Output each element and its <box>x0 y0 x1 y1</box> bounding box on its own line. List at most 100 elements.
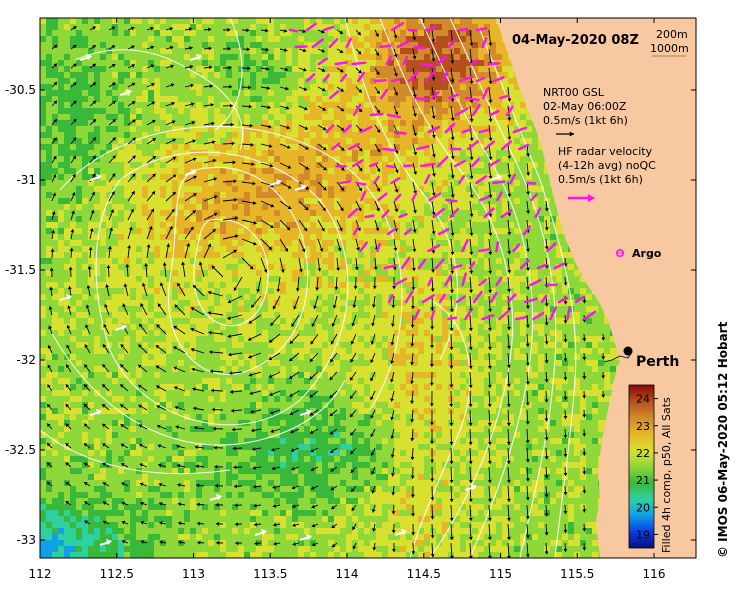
sst-cell <box>232 30 239 37</box>
sst-cell <box>112 288 119 295</box>
sst-cell <box>268 210 275 217</box>
sst-cell <box>376 198 383 205</box>
sst-cell <box>70 348 77 355</box>
sst-cell <box>136 150 143 157</box>
sst-cell <box>526 144 533 151</box>
sst-cell <box>274 162 281 169</box>
sst-cell <box>460 66 467 73</box>
sst-cell <box>460 48 467 55</box>
sst-cell <box>292 210 299 217</box>
sst-cell <box>322 138 329 145</box>
sst-cell <box>442 126 449 133</box>
sst-cell <box>430 294 437 301</box>
sst-cell <box>130 72 137 79</box>
sst-cell <box>292 36 299 43</box>
sst-cell <box>202 162 209 169</box>
sst-cell <box>220 192 227 199</box>
sst-cell <box>292 228 299 235</box>
sst-cell <box>160 36 167 43</box>
sst-cell <box>370 156 377 163</box>
sst-cell <box>592 348 599 355</box>
sst-cell <box>112 114 119 121</box>
sst-cell <box>502 336 509 343</box>
sst-cell <box>82 240 89 247</box>
sst-cell <box>214 180 221 187</box>
sst-cell <box>208 30 215 37</box>
sst-cell <box>214 108 221 115</box>
sst-cell <box>538 354 545 361</box>
sst-cell <box>190 222 197 229</box>
sst-cell <box>370 228 377 235</box>
sst-cell <box>364 258 371 265</box>
sst-cell <box>142 252 149 259</box>
sst-cell <box>592 330 599 337</box>
sst-cell <box>328 222 335 229</box>
sst-cell <box>196 330 203 337</box>
sst-cell <box>256 336 263 343</box>
sst-cell <box>400 180 407 187</box>
sst-cell <box>94 90 101 97</box>
sst-cell <box>232 336 239 343</box>
sst-cell <box>316 150 323 157</box>
sst-cell <box>424 318 431 325</box>
sst-cell <box>124 102 131 109</box>
sst-cell <box>310 360 317 367</box>
sst-cell <box>154 120 161 127</box>
sst-cell <box>550 342 557 349</box>
sst-cell <box>586 354 593 361</box>
sst-cell <box>436 324 443 331</box>
sst-cell <box>178 48 185 55</box>
sst-cell <box>88 78 95 85</box>
sst-cell <box>250 192 257 199</box>
sst-cell <box>364 192 371 199</box>
sst-cell <box>316 354 323 361</box>
sst-cell <box>310 348 317 355</box>
sst-cell <box>532 162 539 169</box>
sst-cell <box>466 234 473 241</box>
sst-cell <box>244 240 251 247</box>
sst-cell <box>214 24 221 31</box>
sst-cell <box>508 210 515 217</box>
sst-cell <box>172 312 179 319</box>
sst-cell <box>604 330 611 337</box>
sst-cell <box>268 24 275 31</box>
sst-cell <box>178 84 185 91</box>
sst-cell <box>466 300 473 307</box>
sst-cell <box>88 96 95 103</box>
sst-cell <box>346 24 353 31</box>
sst-cell <box>322 36 329 43</box>
sst-cell <box>340 30 347 37</box>
sst-cell <box>382 150 389 157</box>
sst-cell <box>262 138 269 145</box>
sst-cell <box>520 342 527 349</box>
sst-cell <box>430 150 437 157</box>
sst-cell <box>424 36 431 43</box>
sst-cell <box>316 162 323 169</box>
sst-cell <box>436 222 443 229</box>
sst-cell <box>328 36 335 43</box>
sst-cell <box>334 186 341 193</box>
sst-cell <box>292 150 299 157</box>
sst-cell <box>292 90 299 97</box>
sst-cell <box>82 210 89 217</box>
sst-cell <box>298 300 305 307</box>
sst-cell <box>502 246 509 253</box>
sst-cell <box>136 252 143 259</box>
sst-cell <box>76 132 83 139</box>
sst-cell <box>76 300 83 307</box>
sst-cell <box>442 360 449 367</box>
sst-cell <box>478 270 485 277</box>
sst-cell <box>526 354 533 361</box>
sst-cell <box>190 126 197 133</box>
sst-cell <box>412 144 419 151</box>
sst-cell <box>394 330 401 337</box>
sst-cell <box>412 270 419 277</box>
sst-cell <box>346 324 353 331</box>
sst-cell <box>178 174 185 181</box>
sst-cell <box>226 342 233 349</box>
sst-cell <box>370 264 377 271</box>
sst-cell <box>184 282 191 289</box>
sst-cell <box>496 204 503 211</box>
sst-cell <box>160 330 167 337</box>
sst-cell <box>46 354 53 361</box>
